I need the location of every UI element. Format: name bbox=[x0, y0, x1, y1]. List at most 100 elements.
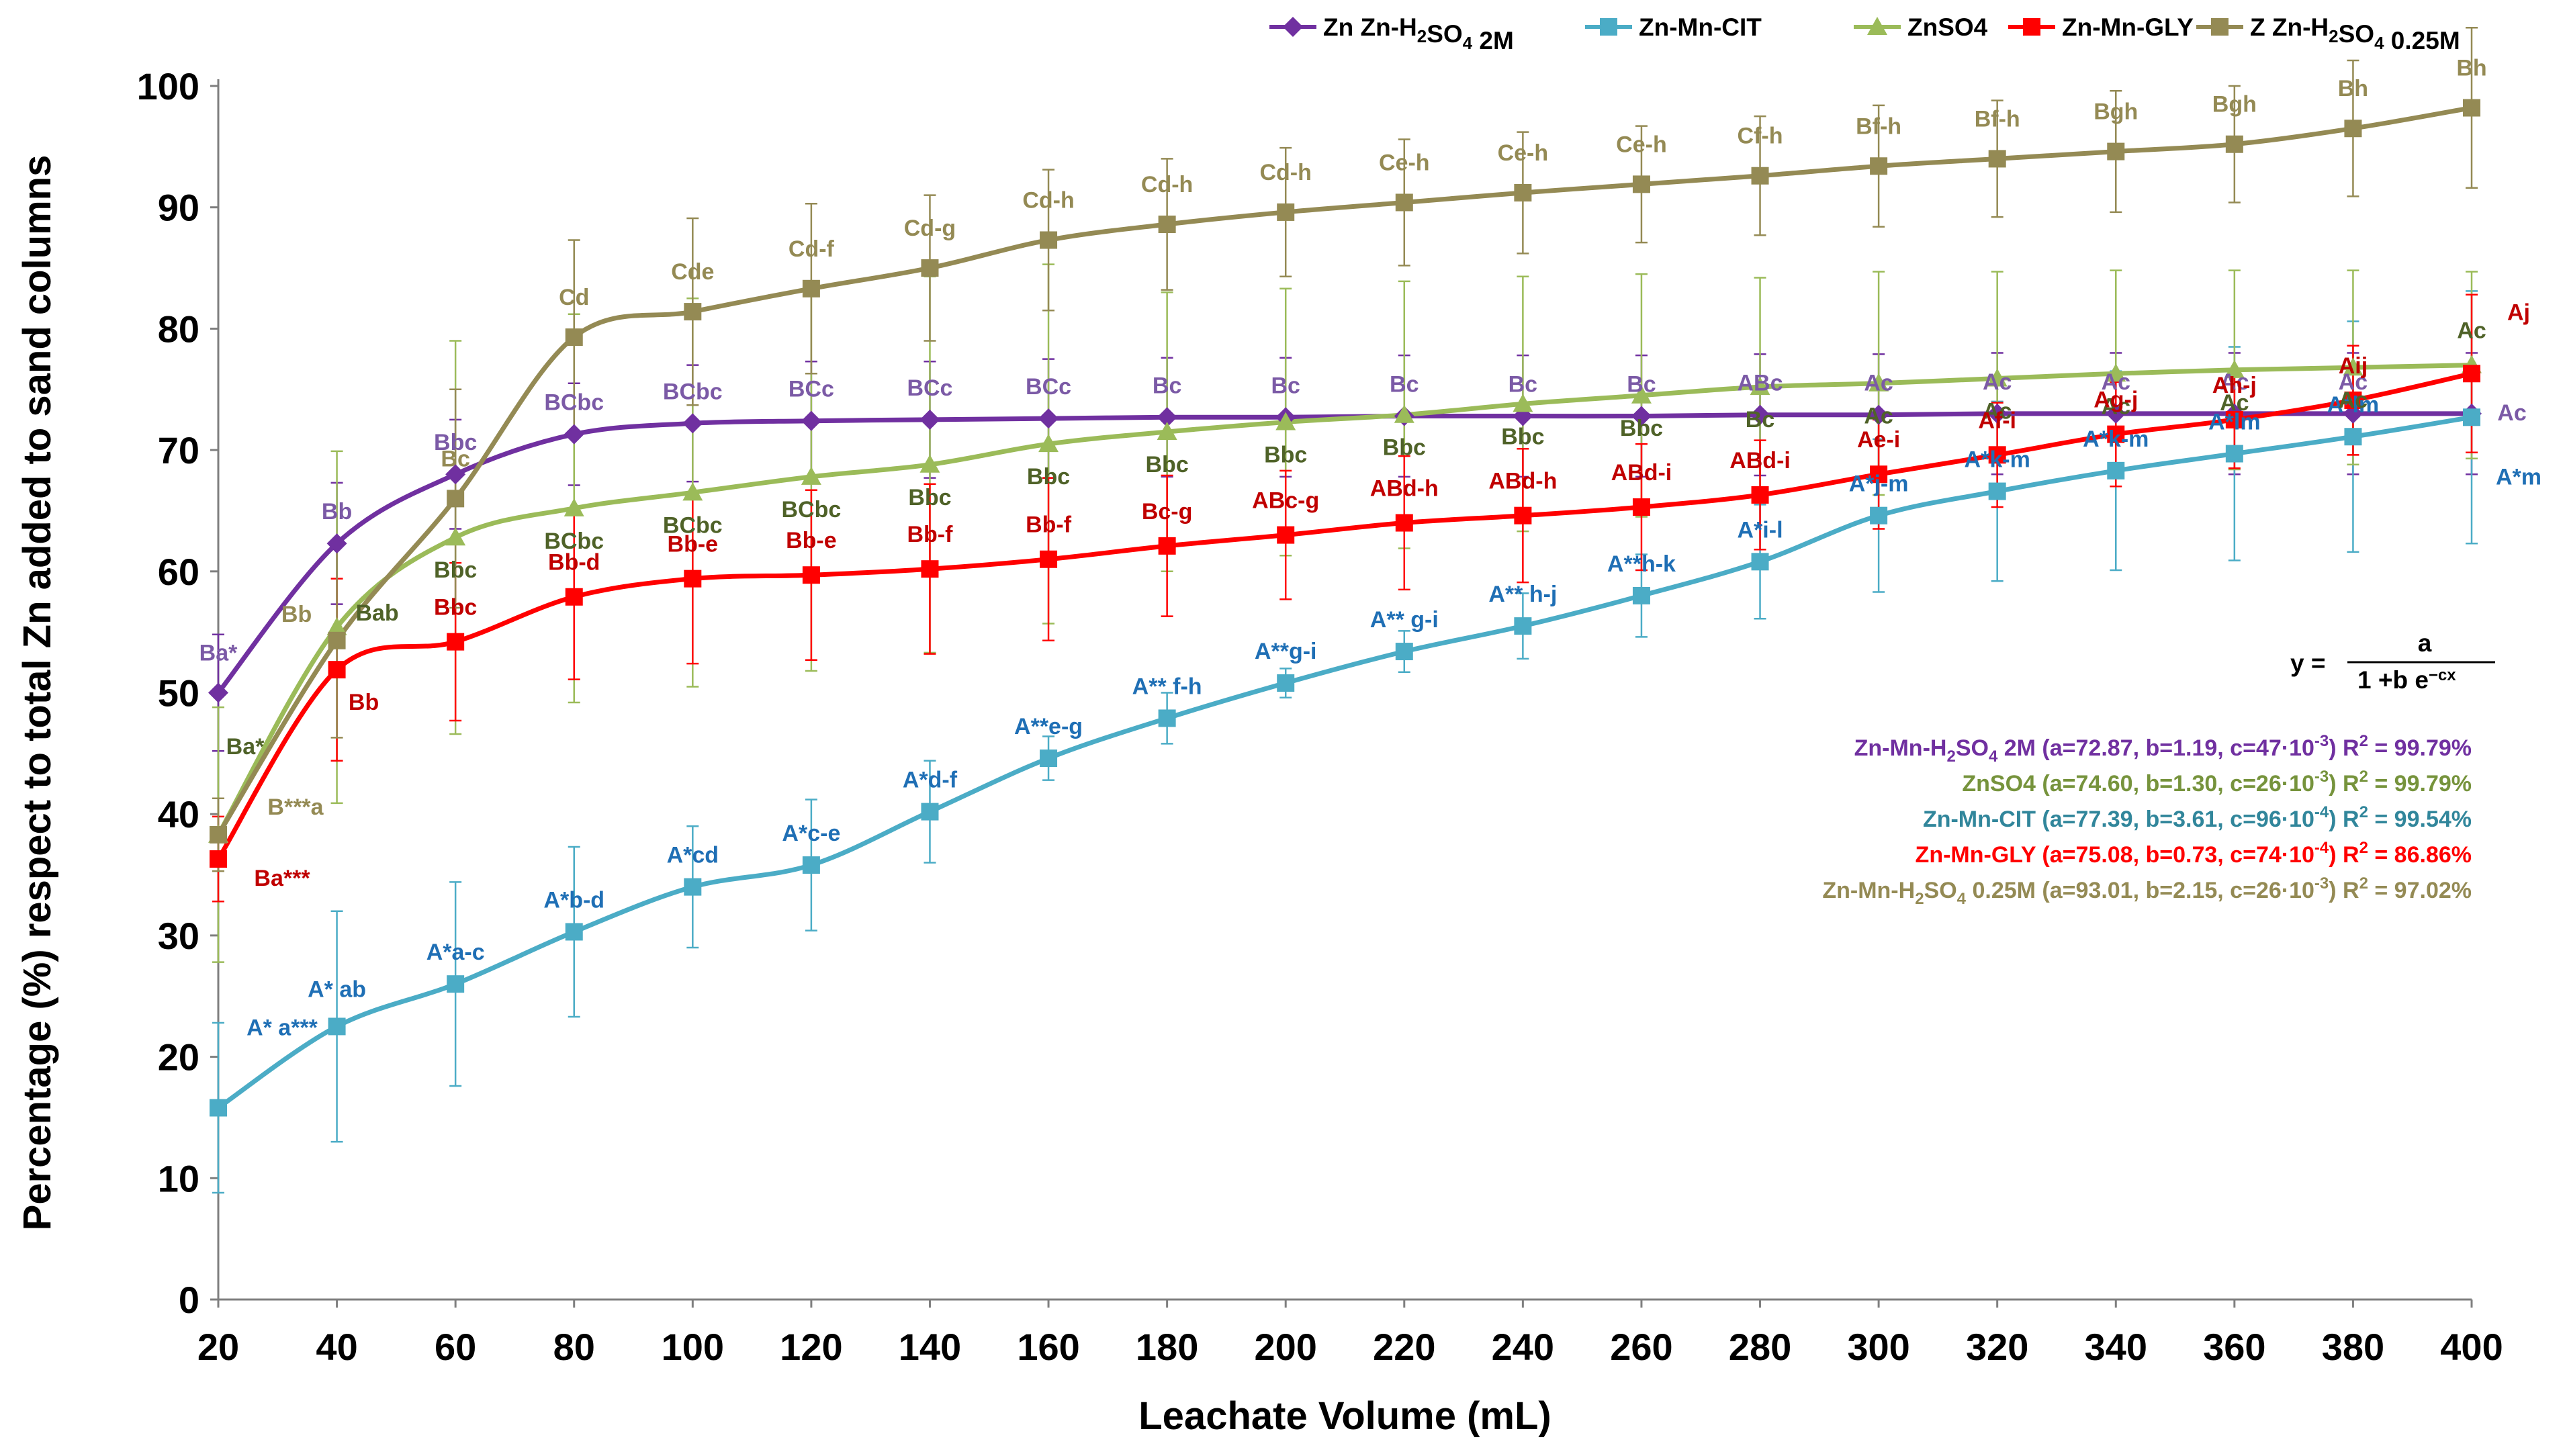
x-tick-label: 240 bbox=[1492, 1326, 1554, 1368]
data-point bbox=[1750, 377, 1770, 396]
point-label: Cd bbox=[559, 285, 589, 310]
data-point bbox=[1040, 550, 1058, 568]
data-point bbox=[1277, 526, 1295, 544]
point-label: A**h-k bbox=[1607, 551, 1676, 577]
data-point bbox=[447, 633, 465, 651]
point-label: Bb-f bbox=[1026, 512, 1072, 538]
point-label: A** h-j bbox=[1488, 582, 1557, 607]
x-tick-label: 280 bbox=[1729, 1326, 1791, 1368]
data-point bbox=[445, 464, 466, 485]
data-point bbox=[1631, 385, 1652, 404]
x-tick-label: 140 bbox=[899, 1326, 961, 1368]
data-point bbox=[1751, 553, 1769, 571]
point-label: B***a bbox=[267, 794, 324, 820]
point-label: A*cd bbox=[667, 843, 719, 868]
x-tick-label: 260 bbox=[1610, 1326, 1672, 1368]
point-label: ABd-h bbox=[1488, 469, 1557, 494]
x-tick-label: 100 bbox=[662, 1326, 724, 1368]
point-label: A**e-g bbox=[1014, 714, 1083, 739]
equation-denominator: 1 +b e−cx bbox=[2357, 666, 2456, 694]
y-tick-label: 30 bbox=[158, 915, 199, 957]
series-line bbox=[216, 105, 2472, 836]
point-label: A** f-h bbox=[1132, 674, 1202, 699]
point-label: Ac bbox=[2102, 369, 2130, 395]
point-label: Ce-h bbox=[1498, 140, 1549, 166]
data-point bbox=[565, 328, 583, 347]
point-label: Af-i bbox=[1978, 408, 2016, 433]
x-tick-label: 60 bbox=[435, 1326, 476, 1368]
point-label: A*lm bbox=[2208, 410, 2260, 435]
point-label: ABc bbox=[1738, 371, 1783, 396]
x-tick-label: 180 bbox=[1136, 1326, 1198, 1368]
point-label: Bc bbox=[1390, 372, 1419, 398]
data-point bbox=[802, 566, 820, 584]
point-label: ABd-i bbox=[1729, 448, 1791, 473]
data-point bbox=[2107, 461, 2125, 480]
x-tick-label: 320 bbox=[1966, 1326, 2028, 1368]
series-line bbox=[216, 363, 2472, 836]
x-tick-label: 400 bbox=[2440, 1326, 2503, 1368]
data-point bbox=[919, 454, 940, 473]
error-bars bbox=[212, 27, 2478, 1194]
axes: 0 10 20 30 40 50 60 70 80 90 100 20 40 60 80 100 120 140 1… bbox=[15, 65, 2503, 1438]
point-label: A** g-i bbox=[1370, 607, 1439, 633]
point-label: Bbc bbox=[434, 557, 477, 583]
point-label: Bc-g bbox=[1142, 499, 1193, 525]
data-point bbox=[2343, 357, 2364, 376]
legend-swatch-marker bbox=[2211, 18, 2229, 36]
data-point bbox=[1040, 231, 1058, 249]
data-point bbox=[1514, 506, 1532, 525]
data-point bbox=[801, 410, 821, 431]
point-label: Ac bbox=[2339, 369, 2368, 395]
point-label: Bb bbox=[281, 602, 312, 627]
point-label: Ac bbox=[1864, 404, 1893, 429]
point-label: Ac bbox=[1983, 369, 2012, 395]
point-label: Ac bbox=[2497, 400, 2526, 426]
y-tick-label: 100 bbox=[137, 65, 199, 107]
point-label: Bc bbox=[1153, 373, 1181, 398]
data-point bbox=[1158, 709, 1176, 727]
point-label: A* ab bbox=[308, 976, 366, 1002]
point-label: Bbc bbox=[1264, 443, 1307, 468]
point-label: Bbc bbox=[434, 595, 477, 621]
data-point bbox=[1751, 486, 1769, 504]
point-label: Ce-h bbox=[1379, 150, 1430, 175]
data-point bbox=[445, 527, 466, 546]
legend-entry: ZnSO4 bbox=[1907, 13, 1988, 41]
y-tick-label: 20 bbox=[158, 1036, 199, 1079]
data-point bbox=[802, 856, 820, 874]
point-label: Bc bbox=[1271, 373, 1300, 398]
point-label: A**g-i bbox=[1255, 639, 1317, 664]
point-label: Ce-h bbox=[1616, 132, 1667, 157]
point-label: BCbc bbox=[663, 379, 723, 404]
data-point bbox=[2463, 99, 2480, 117]
data-point bbox=[564, 424, 584, 445]
point-label: BCbc bbox=[544, 390, 604, 416]
point-label: A*lm bbox=[2327, 392, 2379, 418]
data-point bbox=[1632, 175, 1650, 193]
data-point bbox=[1277, 674, 1295, 692]
series-markers bbox=[208, 99, 2482, 1117]
point-label: Bbc bbox=[1146, 452, 1189, 477]
fit-result: Zn-Mn-H2SO4 2M (a=72.87, b=1.19, c=47·10… bbox=[1854, 732, 2472, 766]
y-tick-label: 40 bbox=[158, 793, 199, 835]
data-point bbox=[2106, 363, 2126, 382]
data-point bbox=[921, 803, 939, 821]
data-point bbox=[210, 1099, 227, 1117]
data-point bbox=[684, 570, 702, 588]
point-label: Bb-d bbox=[548, 550, 600, 576]
legend-entry: Z Zn-H2SO4 0.25M bbox=[2250, 13, 2460, 54]
point-label: A*i-l bbox=[1738, 517, 1783, 543]
data-point bbox=[1158, 215, 1176, 233]
data-point bbox=[2225, 445, 2243, 463]
data-point bbox=[328, 1017, 346, 1036]
data-point bbox=[1751, 167, 1769, 185]
data-point bbox=[1514, 617, 1532, 635]
data-point bbox=[1988, 482, 2006, 500]
data-point bbox=[1513, 394, 1533, 412]
point-label: Ac bbox=[1983, 398, 2012, 424]
x-tick-label: 20 bbox=[197, 1326, 239, 1368]
data-point bbox=[326, 617, 347, 635]
point-label: A*a-c bbox=[426, 940, 485, 965]
point-labels: Ba* Bb Bbc BCbc BCbc BCc BCc BCc Bc Bc Bc Bc Bc ABc Ac… bbox=[199, 56, 2541, 1041]
